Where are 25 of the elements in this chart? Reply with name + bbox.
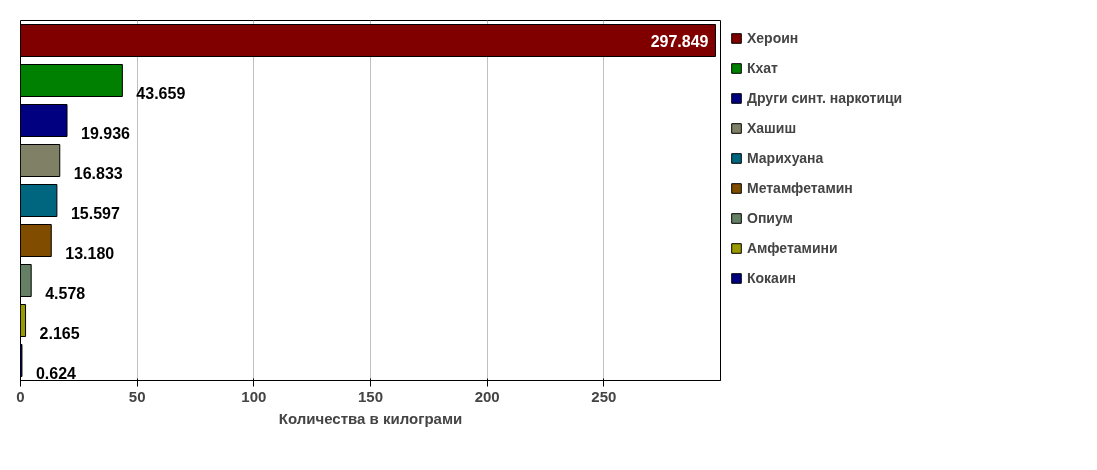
x-tick-label: 200 — [474, 387, 500, 405]
x-tick-label: 250 — [591, 387, 617, 405]
x-tick-label: 100 — [241, 387, 267, 405]
x-axis-title: Количества в килограми — [278, 409, 463, 427]
legend-label: Амфетамини — [747, 240, 839, 256]
text: 15.597 — [70, 204, 120, 222]
legend-label: Хашиш — [747, 120, 798, 136]
legend-label: Хероин — [747, 30, 800, 46]
text: 16.833 — [73, 164, 123, 182]
text: 13.180 — [65, 244, 115, 262]
legend-label: Опиум — [747, 210, 794, 226]
legend-label: Други синт. наркотици — [747, 90, 903, 106]
x-tick-label: 0 — [16, 387, 25, 405]
text: 2.165 — [39, 324, 80, 342]
legend-label: Метамфетамин — [747, 180, 854, 196]
text: 0.624 — [35, 364, 76, 382]
x-tick-label: 50 — [128, 387, 146, 405]
text: 19.936 — [81, 124, 130, 142]
legend-label: Марихуана — [747, 150, 825, 166]
text: 297.849 — [650, 32, 709, 50]
x-tick-label: 150 — [357, 387, 384, 405]
legend-label: Кокаин — [747, 270, 797, 286]
legend-label: Кхат — [747, 60, 779, 76]
text: 43.659 — [136, 84, 186, 102]
text: 4.578 — [45, 284, 86, 302]
